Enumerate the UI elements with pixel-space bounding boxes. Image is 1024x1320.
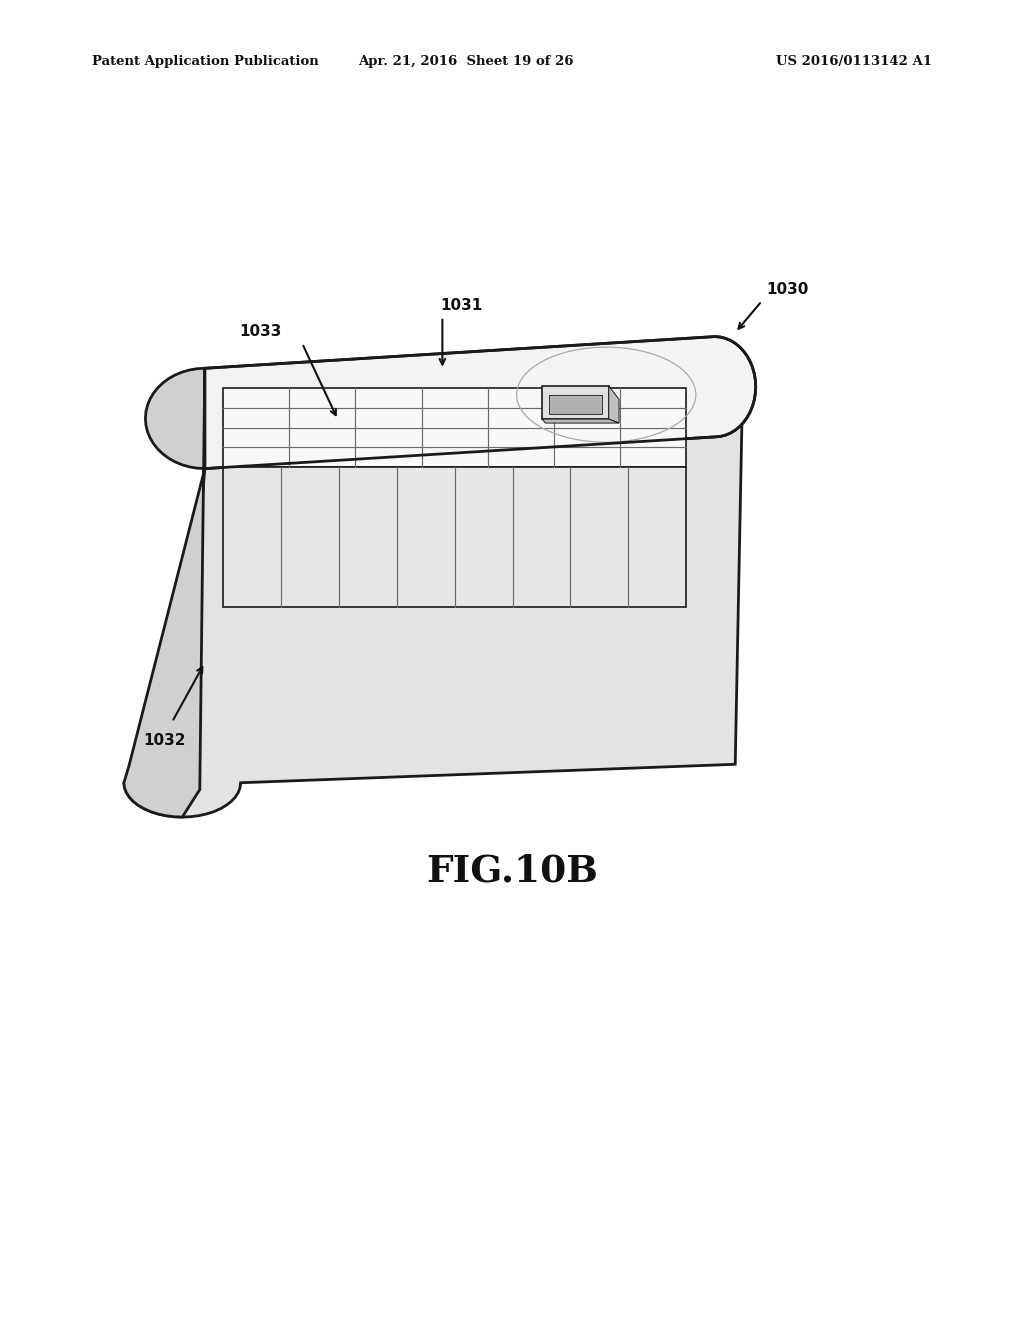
Polygon shape [223, 467, 686, 607]
Polygon shape [543, 387, 608, 420]
Text: 1030: 1030 [766, 282, 808, 297]
Text: Apr. 21, 2016  Sheet 19 of 26: Apr. 21, 2016 Sheet 19 of 26 [358, 55, 573, 69]
Text: 1031: 1031 [440, 298, 482, 313]
Text: US 2016/0113142 A1: US 2016/0113142 A1 [776, 55, 932, 69]
Polygon shape [124, 387, 742, 817]
Polygon shape [124, 368, 205, 817]
Text: Patent Application Publication: Patent Application Publication [92, 55, 318, 69]
Text: 1032: 1032 [143, 733, 186, 747]
Text: 1033: 1033 [240, 325, 282, 339]
Polygon shape [543, 420, 618, 422]
Polygon shape [205, 337, 756, 469]
Polygon shape [608, 387, 618, 422]
Polygon shape [223, 388, 686, 467]
Text: FIG.10B: FIG.10B [426, 853, 598, 890]
Polygon shape [550, 396, 602, 414]
